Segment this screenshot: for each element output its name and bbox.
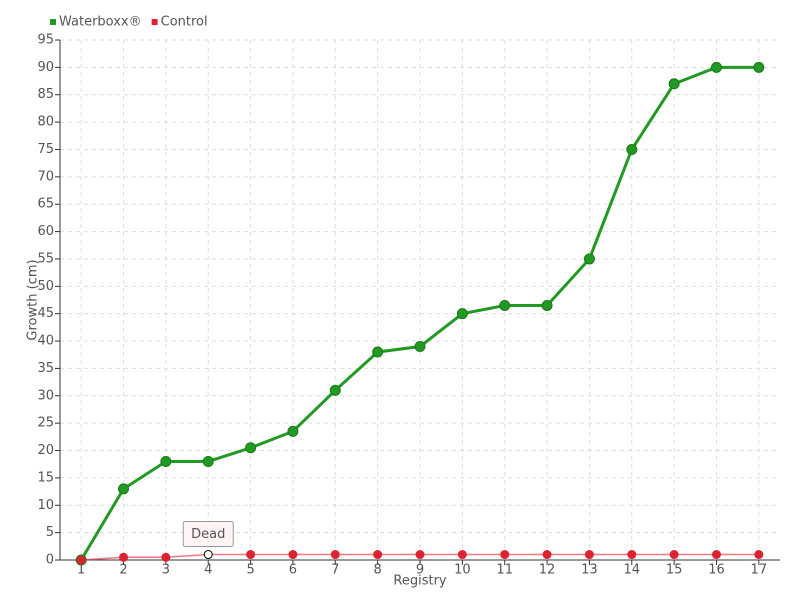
data-point: [583, 253, 595, 265]
x-tick-label: 13: [581, 563, 598, 578]
annotation-box: [182, 521, 234, 548]
y-tick-label: 60: [37, 224, 54, 239]
x-tick-label: 12: [539, 563, 556, 578]
y-tick-label: 0: [46, 553, 54, 568]
data-point: [456, 308, 468, 320]
legend-swatch: [151, 19, 158, 25]
y-axis-title: Growth (cm): [26, 259, 41, 340]
data-point: [160, 455, 172, 467]
x-tick-label: 6: [289, 563, 297, 578]
x-tick-label: 3: [162, 563, 170, 578]
x-tick-label: 11: [496, 563, 513, 578]
data-point: [245, 442, 257, 454]
data-point: [76, 555, 86, 565]
legend-label: Control: [161, 15, 208, 30]
x-tick-label: 10: [454, 563, 471, 578]
y-tick-label: 30: [37, 388, 54, 403]
x-tick-label: 7: [331, 563, 339, 578]
y-tick-label: 80: [37, 115, 54, 130]
data-point: [626, 143, 638, 155]
data-point: [203, 550, 213, 560]
data-point: [711, 550, 721, 560]
legend-label: Waterboxx®: [59, 15, 142, 30]
x-tick-label: 15: [666, 563, 683, 578]
x-tick-label: 1: [77, 563, 85, 578]
y-tick-label: 35: [37, 361, 54, 376]
y-tick-label: 15: [37, 470, 54, 485]
x-tick-label: 2: [119, 563, 127, 578]
y-tick-label: 40: [37, 334, 54, 349]
data-point: [372, 346, 384, 358]
data-point: [499, 299, 511, 311]
data-point: [287, 425, 299, 437]
data-point: [329, 384, 341, 396]
y-tick-label: 55: [37, 251, 54, 266]
y-tick-label: 10: [37, 498, 54, 513]
data-point: [627, 550, 637, 560]
x-tick-label: 5: [246, 563, 254, 578]
y-tick-label: 90: [37, 60, 54, 75]
y-tick-label: 50: [37, 279, 54, 294]
data-point: [161, 552, 171, 562]
y-tick-label: 95: [37, 33, 54, 48]
annotation-text: Dead: [191, 527, 225, 542]
data-point: [288, 550, 298, 560]
data-point: [710, 61, 722, 73]
y-tick-label: 20: [37, 443, 54, 458]
y-tick-label: 75: [37, 142, 54, 157]
data-point: [541, 299, 553, 311]
data-point: [457, 550, 467, 560]
data-point: [246, 550, 256, 560]
x-tick-label: 8: [374, 563, 382, 578]
data-point: [753, 61, 765, 73]
data-point: [330, 550, 340, 560]
x-tick-label: 17: [751, 563, 768, 578]
y-tick-label: 70: [37, 169, 54, 184]
y-tick-label: 85: [37, 87, 54, 102]
y-tick-label: 45: [37, 306, 54, 321]
data-point: [373, 550, 383, 560]
x-tick-label: 16: [708, 563, 725, 578]
data-point: [500, 550, 510, 560]
x-tick-label: 14: [623, 563, 640, 578]
x-tick-label: 4: [204, 563, 212, 578]
data-point: [668, 78, 680, 90]
data-point: [415, 550, 425, 560]
x-axis-title: Registry: [393, 574, 447, 589]
data-point: [202, 455, 214, 467]
annotation: Dead: [182, 521, 234, 548]
x-tick-label: 9: [416, 563, 424, 578]
data-point: [754, 550, 764, 560]
y-tick-label: 25: [37, 416, 54, 431]
legend-swatch: [50, 19, 56, 25]
y-tick-label: 65: [37, 197, 54, 212]
data-point: [118, 483, 130, 495]
data-point: [119, 552, 129, 562]
data-point: [542, 550, 552, 560]
y-tick-label: 5: [46, 525, 54, 540]
data-point: [584, 550, 594, 560]
data-point: [414, 341, 426, 353]
data-point: [669, 550, 679, 560]
